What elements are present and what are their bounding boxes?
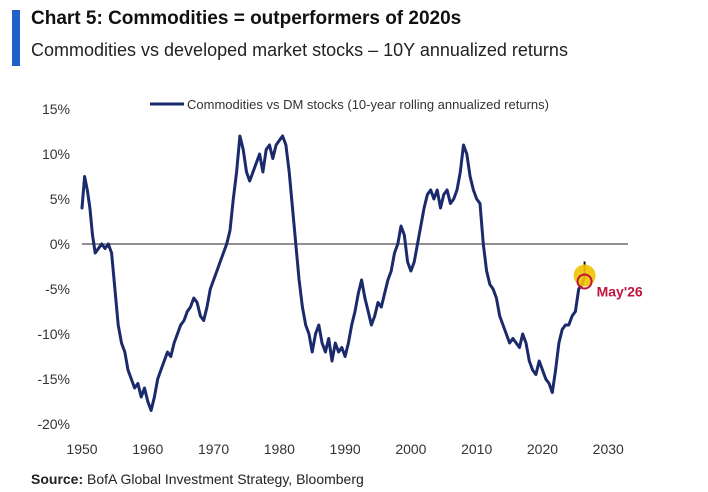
source-note: Source: BofA Global Investment Strategy,… xyxy=(31,471,364,487)
annotation-label: May'26 xyxy=(597,284,643,300)
chart-legend: Commodities vs DM stocks (10-year rollin… xyxy=(150,97,549,112)
y-tick-label: -20% xyxy=(37,416,70,432)
y-tick-label: 5% xyxy=(50,191,70,207)
legend-label: Commodities vs DM stocks (10-year rollin… xyxy=(187,97,549,112)
latest-value-annotation: May'26 xyxy=(573,261,643,300)
y-tick-label: -5% xyxy=(45,281,70,297)
x-tick-label: 1970 xyxy=(198,441,229,457)
source-label: Source: xyxy=(31,471,84,487)
series-line-commodities-vs-dm xyxy=(80,134,587,412)
y-axis-tick-labels: 15% 10% 5% 0% -5% -10% -15% -20% xyxy=(37,101,70,432)
x-tick-label: 2010 xyxy=(461,441,492,457)
x-axis-tick-labels: 1950 1960 1970 1980 1990 2000 2010 2020 2030 xyxy=(66,441,624,457)
chart-title: Chart 5: Commodities = outperformers of … xyxy=(31,8,462,29)
x-tick-label: 1960 xyxy=(132,441,163,457)
x-tick-label: 2000 xyxy=(395,441,426,457)
chart-subtitle: Commodities vs developed market stocks –… xyxy=(31,40,568,60)
y-tick-label: 15% xyxy=(42,101,70,117)
annotation-ring xyxy=(576,273,593,290)
x-tick-label: 1950 xyxy=(66,441,97,457)
x-tick-label: 1980 xyxy=(264,441,295,457)
y-tick-label: -10% xyxy=(37,326,70,342)
x-tick-label: 1990 xyxy=(330,441,361,457)
y-tick-label: -15% xyxy=(37,371,70,387)
x-tick-label: 2020 xyxy=(527,441,558,457)
x-tick-label: 2030 xyxy=(593,441,624,457)
y-tick-label: 0% xyxy=(50,236,70,252)
title-accent-bar xyxy=(12,10,20,66)
y-tick-label: 10% xyxy=(42,146,70,162)
source-text: BofA Global Investment Strategy, Bloombe… xyxy=(83,471,364,487)
